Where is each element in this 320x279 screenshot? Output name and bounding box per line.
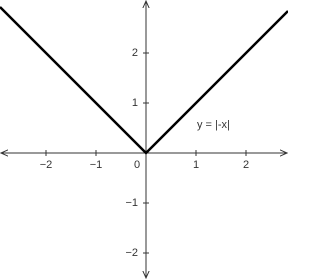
x-tick-label: 0 [134,159,140,171]
x-tick-label: −1 [90,159,103,171]
y-tick-label: −1 [125,197,138,209]
y-tick-label: −2 [125,247,138,259]
y-tick-label: 2 [132,47,138,59]
x-tick-label: 1 [193,159,199,171]
x-tick-label: 2 [243,159,249,171]
y-tick-label: 1 [132,97,138,109]
function-curve [0,6,288,155]
chart: −2 −1 0 1 2 −2 −1 1 2 y = |-x| [0,0,288,279]
x-tick-label: −2 [40,159,53,171]
curve-label: y = |-x| [197,119,230,131]
